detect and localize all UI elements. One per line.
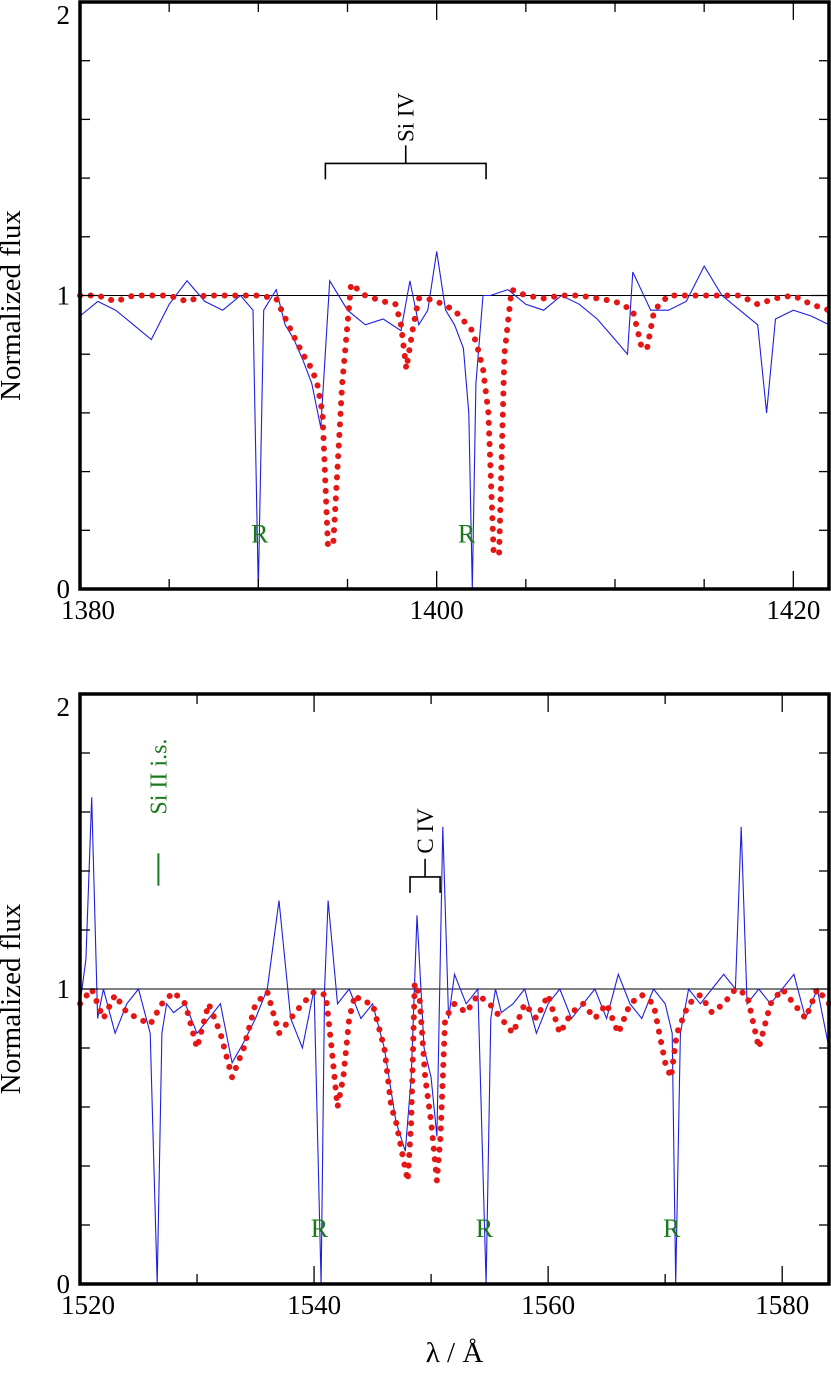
x-tick-label-1380: 1380 (61, 595, 115, 625)
y-tick-label-0: 0 (57, 574, 71, 604)
interstellar-mark-r: R (476, 1214, 494, 1243)
ion-label-si-iv: Si IV (394, 92, 419, 142)
x-tick-label-1520: 1520 (61, 1290, 115, 1320)
x-tick-label-1560: 1560 (521, 1290, 575, 1320)
interstellar-mark-r: R (251, 519, 269, 548)
ion-label-c-iv: C IV (413, 808, 438, 854)
y-tick-label-1: 1 (57, 974, 71, 1004)
model-spectrum (77, 981, 831, 1182)
y-tick-label-2: 2 (57, 692, 71, 722)
y-axis-label: Normalized flux (0, 210, 27, 401)
y-tick-label-1: 1 (57, 281, 71, 311)
x-tick-label-1540: 1540 (287, 1290, 341, 1320)
panel-si-iv: 2 1 0 1380 1400 1420 Normalized flux Si … (0, 0, 831, 625)
y-tick-label-0: 0 (57, 1269, 71, 1299)
plot-frame (78, 692, 831, 1286)
interstellar-mark-r: R (663, 1214, 681, 1243)
interstellar-mark-r: R (458, 519, 476, 548)
x-tick-label-1580: 1580 (755, 1290, 809, 1320)
plot-frame (78, 0, 831, 591)
y-tick-label-2: 2 (57, 0, 71, 30)
doublet-bracket (409, 858, 441, 893)
model-spectrum (77, 277, 831, 557)
interstellar-mark-r: R (311, 1214, 329, 1243)
x-tick-label-1400: 1400 (410, 595, 464, 625)
doublet-bracket (324, 145, 487, 180)
y-axis-label: Normalized flux (0, 903, 27, 1094)
x-axis-label: λ / Å (426, 1337, 484, 1369)
panel-c-iv: 2 1 0 1520 1540 1560 1580 Normalized flu… (0, 692, 831, 1369)
ism-label-si-ii: Si II i.s. (146, 739, 172, 815)
x-tick-label-1420: 1420 (766, 595, 820, 625)
observed-spectrum (79, 251, 830, 590)
observed-spectrum (79, 797, 830, 1285)
